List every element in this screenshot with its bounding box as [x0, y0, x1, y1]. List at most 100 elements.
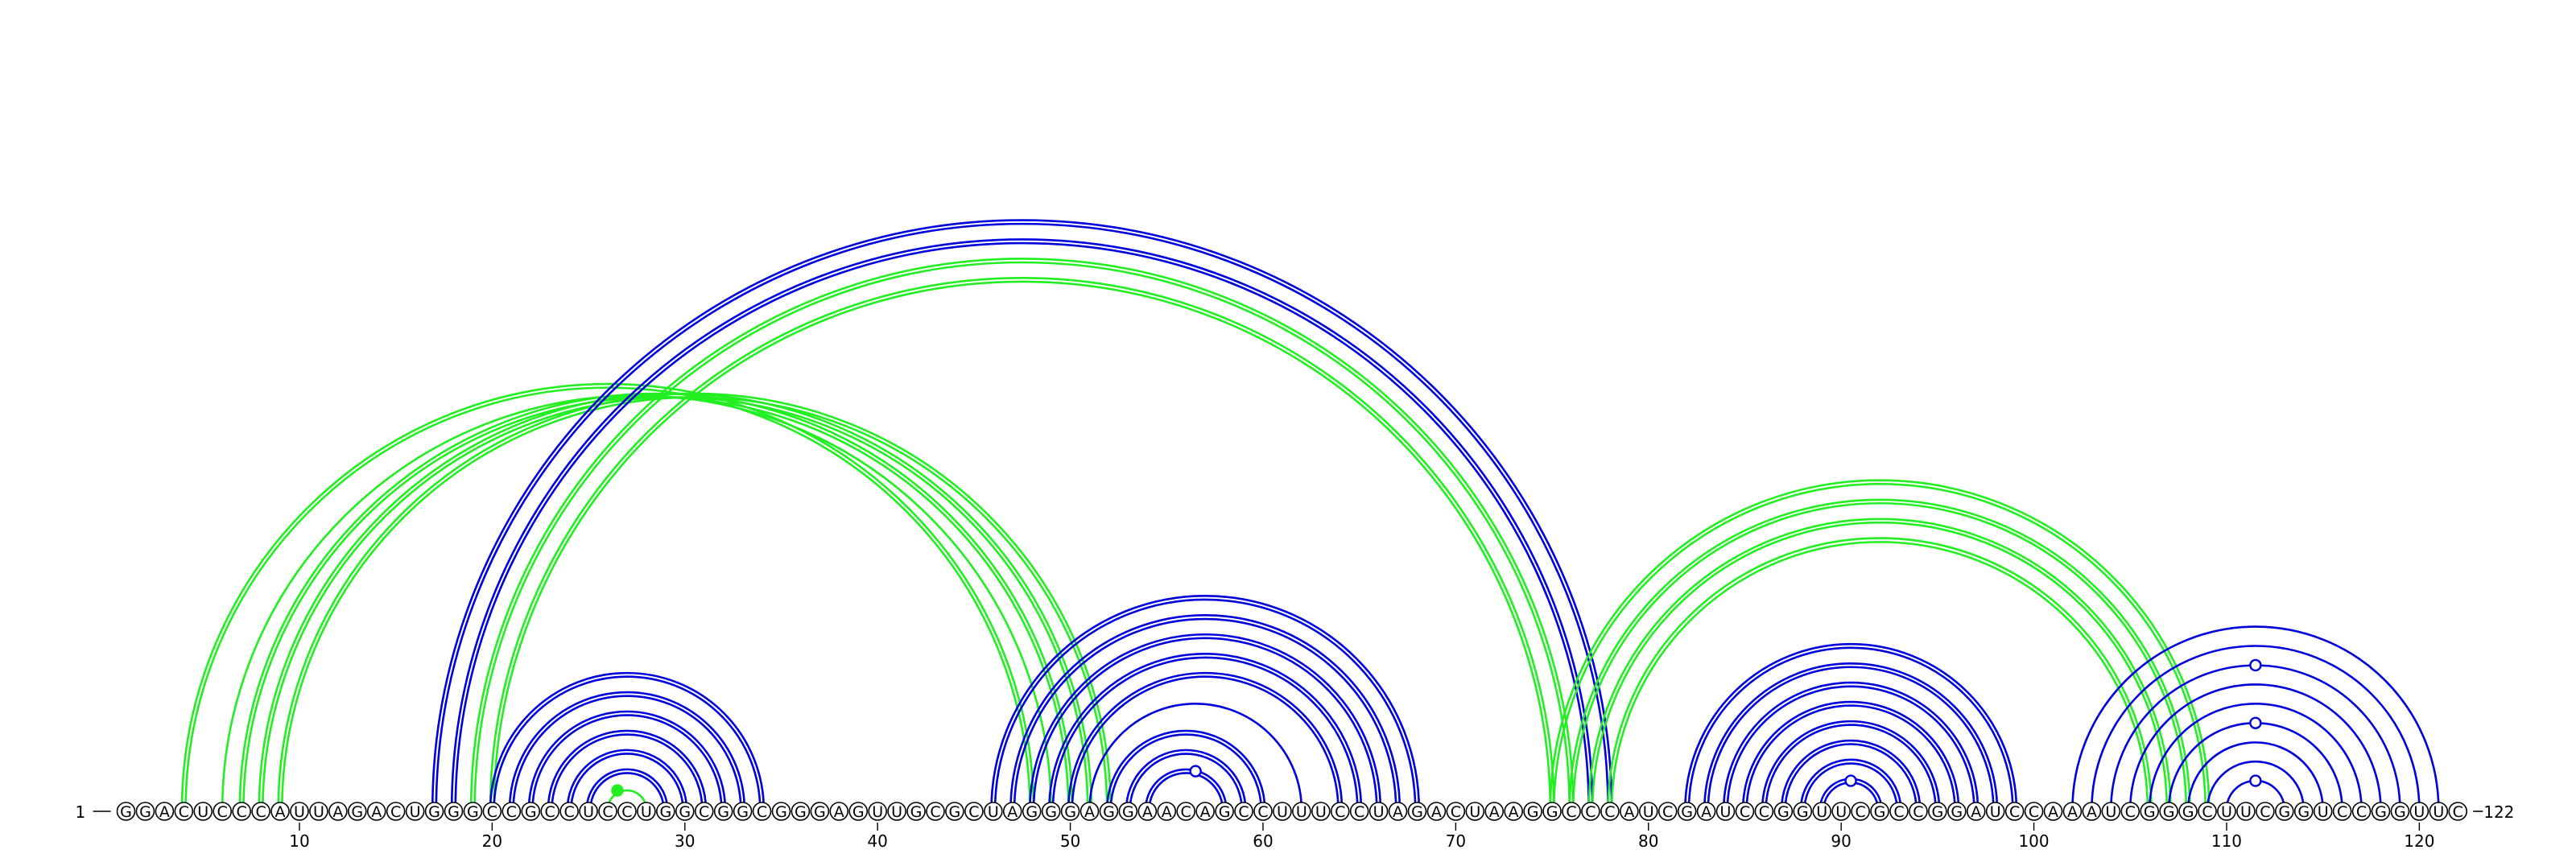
nucleotide-circle: [1620, 802, 1639, 821]
nucleotide: A: [155, 802, 175, 821]
nucleotide-circle: [1581, 802, 1600, 821]
nucleotide-circle: [829, 802, 849, 821]
nucleotide: C: [752, 802, 772, 821]
marker-layer: [611, 658, 2262, 797]
nucleotide-circle: [1465, 802, 1485, 821]
nucleotide-letter: U: [1315, 803, 1327, 821]
nucleotide-letter: U: [2240, 803, 2252, 821]
arc-blue-54-58-line1: [1148, 772, 1224, 811]
nucleotide: C: [1600, 802, 1620, 821]
nucleotide: U: [2101, 802, 2121, 821]
nucleotide-circle: [2429, 802, 2449, 821]
nucleotide-letter: G: [1777, 803, 1790, 821]
nucleotide: C: [617, 802, 637, 821]
arc-green-9-52-line1: [281, 396, 1108, 811]
nucleotide: G: [810, 802, 830, 821]
nucleotide-circle: [1793, 802, 1813, 821]
arc-blue-25-29-line2: [585, 768, 669, 811]
nucleotide: C: [232, 802, 251, 821]
nucleotide: U: [887, 802, 906, 821]
tick-label-90: 90: [1831, 831, 1851, 851]
nucleotide-circle: [1562, 802, 1581, 821]
nucleotide-circle: [1773, 802, 1794, 821]
nucleotide: U: [1273, 802, 1292, 821]
nucleotide-circle: [2448, 802, 2468, 821]
nucleotide-letter: U: [1296, 803, 1307, 821]
nucleotide-letter: G: [852, 803, 865, 821]
nucleotide-letter: A: [1431, 803, 1442, 821]
nucleotide-circle: [733, 802, 753, 821]
nucleotide-circle: [2198, 802, 2217, 821]
nucleotide: G: [1041, 802, 1061, 821]
arc-blue-107-116: [2167, 721, 2343, 811]
arc-layer: [180, 219, 2440, 811]
arc-blue-50-64-line1: [1071, 675, 1340, 811]
nucleotide-circle: [1715, 802, 1736, 821]
nucleotide-circle: [1215, 802, 1234, 821]
arc-blue-83-98-line2: [1703, 662, 1999, 811]
nucleotide: G: [1793, 802, 1813, 821]
nucleotide-letter: C: [1740, 803, 1750, 821]
nucleotide: U: [1465, 802, 1485, 821]
nucleotide: U: [309, 802, 328, 821]
filled-marker-1: [611, 784, 624, 797]
nucleotide-circle: [1831, 802, 1851, 821]
arc-green-4-48-line2: [180, 382, 1035, 811]
nucleotide-letter: G: [1874, 803, 1886, 821]
nucleotide: A: [1484, 802, 1505, 821]
nucleotide-circle: [444, 802, 464, 821]
nucleotide-letter: C: [602, 803, 613, 821]
nucleotide: A: [829, 802, 849, 821]
nucleotide-circle: [1137, 802, 1158, 821]
nucleotide-circle: [1157, 802, 1177, 821]
nucleotide-letter: C: [1451, 803, 1461, 821]
nucleotide-letter: G: [1122, 803, 1134, 821]
nucleotide-circle: [964, 802, 984, 821]
nucleotide-letter: G: [351, 803, 363, 821]
nucleotide: C: [482, 802, 502, 821]
nucleotide-letter: G: [737, 803, 749, 821]
nucleotide: A: [270, 802, 290, 821]
nucleotide-letter: G: [1546, 803, 1558, 821]
arc-green-78-106-line2: [1607, 537, 2153, 811]
nucleotide: G: [1677, 802, 1697, 821]
nucleotide-letter: C: [2356, 803, 2367, 821]
nucleotide: U: [637, 802, 656, 821]
nucleotide: G: [1060, 802, 1080, 821]
nucleotide-circle: [1889, 802, 1909, 821]
tick-label-10: 10: [289, 831, 309, 851]
nucleotide-letter: A: [371, 803, 382, 821]
nucleotide-letter: A: [834, 803, 844, 821]
nucleotide-circle: [463, 802, 483, 821]
nucleotide-letter: A: [1200, 803, 1211, 821]
nucleotide-letter: U: [1643, 803, 1654, 821]
arc-blue-20-34-line1: [493, 675, 762, 811]
nucleotide-circle: [2313, 802, 2333, 821]
arc-green-75-109-line1: [1553, 483, 2207, 811]
nucleotide: G: [906, 802, 926, 821]
nucleotide: C: [540, 802, 559, 821]
nucleotide: G: [1928, 802, 1947, 821]
nucleotide-circle: [579, 802, 598, 821]
nucleotide: A: [1504, 802, 1523, 821]
nucleotide-circle: [598, 802, 617, 821]
nucleotide-circle: [1638, 802, 1658, 821]
nucleotide: A: [1426, 802, 1447, 821]
nucleotide-letter: C: [2029, 803, 2039, 821]
nucleotide-letter: U: [1277, 803, 1288, 821]
nucleotide-letter: U: [2221, 803, 2232, 821]
nucleotide: C: [174, 802, 194, 821]
nucleotide-circle: [1060, 802, 1080, 821]
arc-green-6-49: [221, 394, 1052, 811]
nucleotide-circle: [1273, 802, 1292, 821]
nucleotide-circle: [2004, 802, 2025, 821]
arc-blue-51-62: [1088, 703, 1303, 811]
nucleotide: C: [1176, 802, 1195, 821]
arc-blue-46-68-line2: [990, 595, 1421, 811]
nucleotide-circle: [1253, 802, 1273, 821]
nucleotide-circle: [1311, 802, 1331, 821]
nucleotide-circle: [1870, 802, 1889, 821]
nucleotide-letter: C: [1566, 803, 1576, 821]
nucleotide: U: [1292, 802, 1311, 821]
nucleotide-circle: [386, 802, 406, 821]
